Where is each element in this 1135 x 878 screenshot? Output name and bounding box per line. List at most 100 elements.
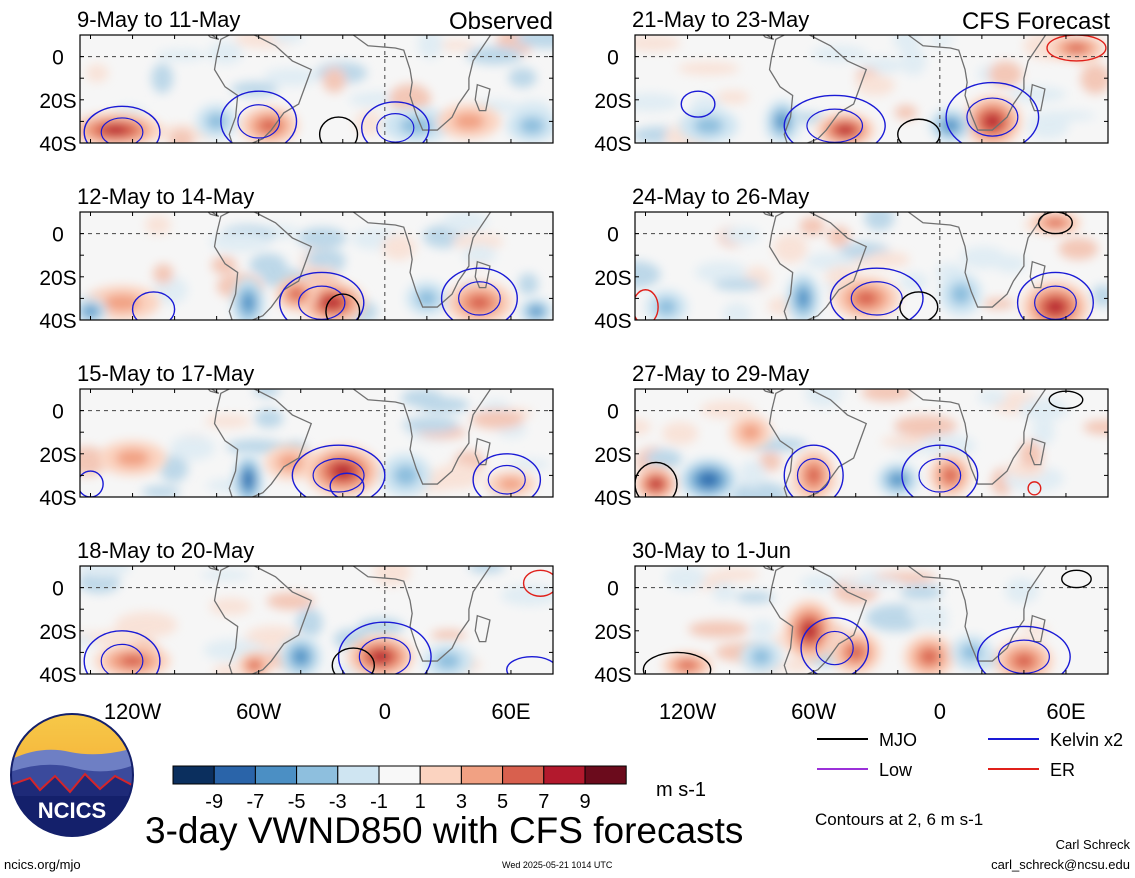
wind-anomaly [1047,219,1064,227]
wave-contour [800,617,870,674]
wave-contour [901,444,979,497]
y-tick-label: 20S [594,444,631,467]
map-panels: 9-May to 11-May 12-May to 14-May 15-May to… [77,7,1109,675]
coastline [207,212,220,217]
coastline [762,389,775,394]
y-tick-label: 20S [39,90,76,113]
colorbar-segment [254,765,298,785]
column-label-observed: Observed [449,8,553,35]
wind-anomaly [943,468,958,483]
colorbar-segment [584,765,627,785]
wave-contour [237,104,281,139]
wind-anomaly [960,643,982,662]
colorbar-unit: m s-1 [656,779,706,801]
wave-contour [1037,212,1073,235]
coastline [352,389,492,485]
legend-label: Kelvin x2 [1050,730,1123,750]
wind-anomaly [803,623,816,639]
wind-anomaly [740,423,762,441]
wave-contour [897,118,941,143]
wave-contour [325,293,361,320]
coastline [213,566,313,674]
colorbar-segment [172,765,215,785]
coastline [474,614,491,643]
wind-anomaly [393,464,419,487]
wave-contour [976,625,1071,674]
coastline [207,566,220,571]
x-tick-label: 120W [104,699,162,724]
wave-contour [312,458,365,493]
wave-contour [850,281,903,316]
wind-anomaly [453,112,485,131]
wind-anomaly [84,307,97,316]
y-tick-label: 20S [594,90,631,113]
wave-contour [440,267,518,320]
wind-anomaly [1047,300,1064,314]
wave-contour [522,569,553,597]
y-tick-label: 40S [39,487,76,510]
coastline [474,437,491,466]
panel-4: 18-May to 20-May [77,538,554,675]
wind-anomaly [890,473,905,486]
coastline [474,260,491,289]
panel-title: 15-May to 17-May [77,361,254,386]
wave-contour [1034,285,1077,320]
wave-contour [458,281,501,316]
column-label-forecast: CFS Forecast [962,8,1110,35]
y-tick-label: 20S [39,267,76,290]
wave-contour [487,464,526,495]
colorbar-tick-label: -9 [205,791,223,813]
wind-anomaly [206,112,228,131]
wind-anomaly [985,114,1000,128]
wave-contour [1061,569,1092,589]
panel-frame [634,565,1109,675]
panel-title: 12-May to 14-May [77,184,254,209]
colorbar-tick-label: -5 [288,791,306,813]
wave-contour [1027,481,1042,496]
wave-contour [361,101,430,143]
panel-title: 18-May to 20-May [77,538,254,563]
wind-anomaly [115,449,150,467]
wave-contour [472,453,542,497]
wave-contour [635,461,678,497]
coastline [213,389,313,497]
wind-anomaly [519,117,545,135]
y-tick-label: 0 [607,224,619,247]
panel-2: 12-May to 14-May [77,184,554,321]
coastline [1029,437,1046,466]
wind-anomaly [530,307,542,316]
coastline [1029,614,1046,643]
colorbar: -9 -7 -5 -3 -1 1 3 5 7 9 [172,765,627,813]
coastline [352,212,492,308]
panel-frame [634,211,1109,321]
wind-anomaly [797,289,809,308]
wind-anomaly [943,119,958,132]
colorbar-segment [378,765,421,785]
panel-7: 27-May to 29-May [632,361,1109,498]
legend-label: ER [1050,760,1075,780]
wave-contour [829,267,924,320]
y-tick-label: 40S [39,133,76,156]
panel-frame [79,34,554,144]
wave-contour [918,458,962,493]
x-tick-label: 60W [236,699,281,724]
panel-frame [79,211,554,321]
coastline [352,35,492,131]
wind-anomaly [498,477,524,491]
y-tick-label: 0 [607,578,619,601]
map-axes: 0 20S 40S 0 20S 40S 0 20S 40S 0 20S 40S 120W 60W 0 60E 0… [39,47,1085,724]
x-tick-label: 60E [491,699,530,724]
coastline [907,566,1047,662]
panel-frame [634,388,1109,498]
y-tick-label: 40S [594,133,631,156]
wave-contour [945,81,1040,143]
wind-anomaly [806,466,821,485]
wind-anomaly [1066,43,1087,53]
coastline [907,35,1047,131]
panel-title: 27-May to 29-May [632,361,809,386]
wave-contour [83,105,161,143]
wave-contour [783,444,844,497]
coastline [768,212,868,320]
x-tick-label: 60E [1046,699,1085,724]
